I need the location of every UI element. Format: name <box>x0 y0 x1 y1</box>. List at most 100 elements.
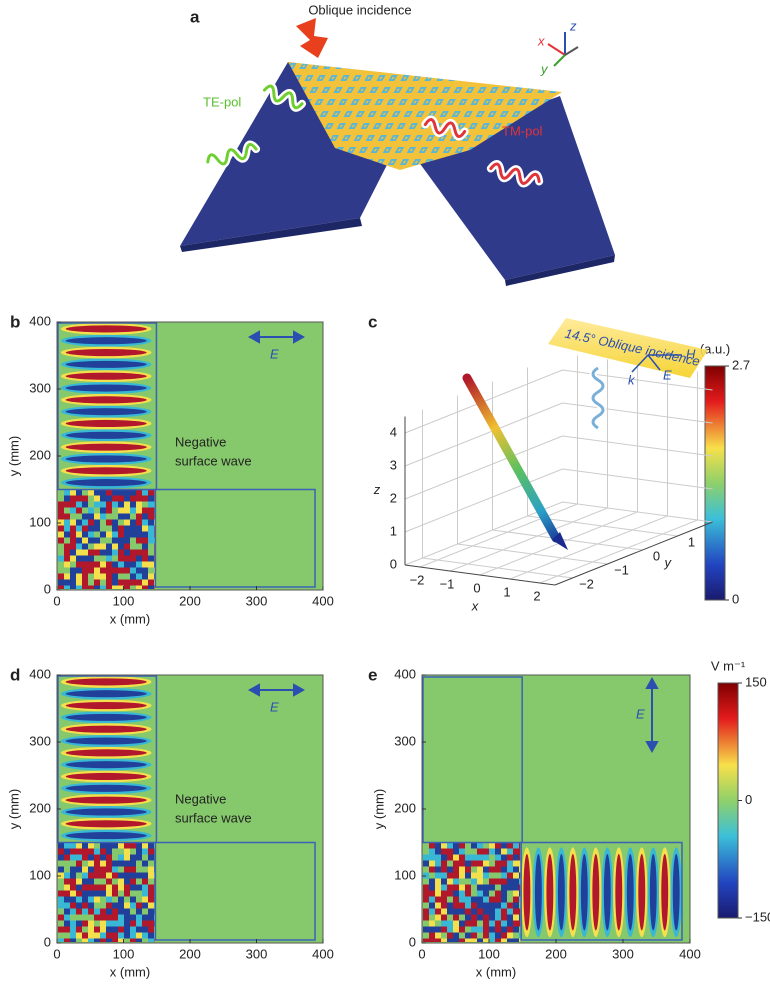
field-noise <box>94 519 100 526</box>
field-noise <box>148 896 154 903</box>
field-noise <box>58 884 64 891</box>
field-noise <box>76 914 82 921</box>
field-noise <box>477 902 483 909</box>
field-noise <box>118 537 124 544</box>
field-noise <box>88 878 94 885</box>
field-noise <box>100 926 106 933</box>
field-noise <box>423 926 429 933</box>
field-noise <box>106 573 112 580</box>
field-noise <box>76 938 82 942</box>
field-noise <box>507 860 513 867</box>
field-noise <box>94 842 100 849</box>
field-noise <box>100 549 106 556</box>
field-noise <box>76 884 82 891</box>
field-stripe <box>65 690 147 698</box>
field-noise <box>94 537 100 544</box>
field-noise <box>64 501 70 508</box>
field-noise <box>142 854 148 861</box>
field-noise <box>106 501 112 508</box>
field-noise <box>118 926 124 933</box>
field-noise <box>64 926 70 933</box>
field-noise <box>106 513 112 520</box>
field-noise <box>118 932 124 939</box>
y-tick-label: 100 <box>394 867 416 882</box>
field-noise <box>447 884 453 891</box>
field-stripe <box>592 854 600 931</box>
x-tick-label: 100 <box>113 593 135 608</box>
field-noise <box>142 555 148 562</box>
field-noise <box>465 872 471 879</box>
field-arrows <box>247 330 659 754</box>
grid-line <box>419 503 578 568</box>
field-noise <box>58 848 64 855</box>
field-noise <box>58 854 64 861</box>
field-noise <box>58 866 64 873</box>
field-noise <box>489 920 495 927</box>
field-noise <box>76 860 82 867</box>
panel-label: a <box>190 7 200 26</box>
field-noise <box>112 567 118 574</box>
field-noise <box>507 848 513 855</box>
field-noise <box>112 938 118 942</box>
y-tick-label: 100 <box>29 867 51 882</box>
colorbar-scale <box>704 365 726 601</box>
field-noise <box>70 860 76 867</box>
field-noise <box>130 860 136 867</box>
field-stripe <box>580 854 588 931</box>
field-noise <box>507 866 513 873</box>
field-noise <box>130 908 136 915</box>
field-noise <box>477 872 483 879</box>
x-axis-label: x <box>471 598 479 613</box>
field-noise <box>513 938 519 942</box>
field-noise <box>453 884 459 891</box>
field-noise <box>70 926 76 933</box>
field-noise <box>519 908 521 915</box>
field-noise <box>106 866 112 873</box>
field-noise <box>477 896 483 903</box>
field-noise <box>130 920 136 927</box>
slab-edge <box>505 255 615 286</box>
field-noise <box>88 495 94 502</box>
field-noise <box>465 884 471 891</box>
field-noise <box>100 561 106 568</box>
field-noise <box>477 938 483 942</box>
field-noise <box>148 884 154 891</box>
field-noise <box>118 848 124 855</box>
field-noise <box>94 507 100 514</box>
grid-line <box>457 543 608 565</box>
field-noise <box>100 932 106 939</box>
field-noise <box>130 579 136 586</box>
field-noise <box>477 848 483 855</box>
x-axis-label: x (mm) <box>110 611 150 626</box>
field-noise <box>136 549 142 556</box>
field-noise <box>112 842 118 849</box>
x-axis-label: x (mm) <box>110 964 150 979</box>
field-noise <box>447 860 453 867</box>
field-noise <box>112 537 118 544</box>
y-tick-label: 1 <box>688 534 695 549</box>
field-noise <box>513 932 519 939</box>
field-noise <box>136 938 142 942</box>
field-noise <box>100 842 106 849</box>
field-noise <box>495 848 501 855</box>
field-noise <box>100 866 106 873</box>
field-noise <box>423 848 429 855</box>
colorbar-tick-label: 0 <box>732 591 739 606</box>
field-noise <box>459 866 465 873</box>
field-noise <box>459 860 465 867</box>
field-noise <box>130 854 136 861</box>
field-noise <box>148 585 154 589</box>
field-noise <box>148 854 154 861</box>
field-noise <box>130 848 136 855</box>
field-noise <box>100 585 106 589</box>
field-noise <box>88 555 94 562</box>
field-noise <box>76 543 82 550</box>
field-stripe <box>65 820 147 828</box>
field-noise <box>94 872 100 879</box>
field-noise <box>118 573 124 580</box>
field-noise <box>513 848 519 855</box>
y-tick-label: 200 <box>29 800 51 815</box>
field-noise <box>70 896 76 903</box>
